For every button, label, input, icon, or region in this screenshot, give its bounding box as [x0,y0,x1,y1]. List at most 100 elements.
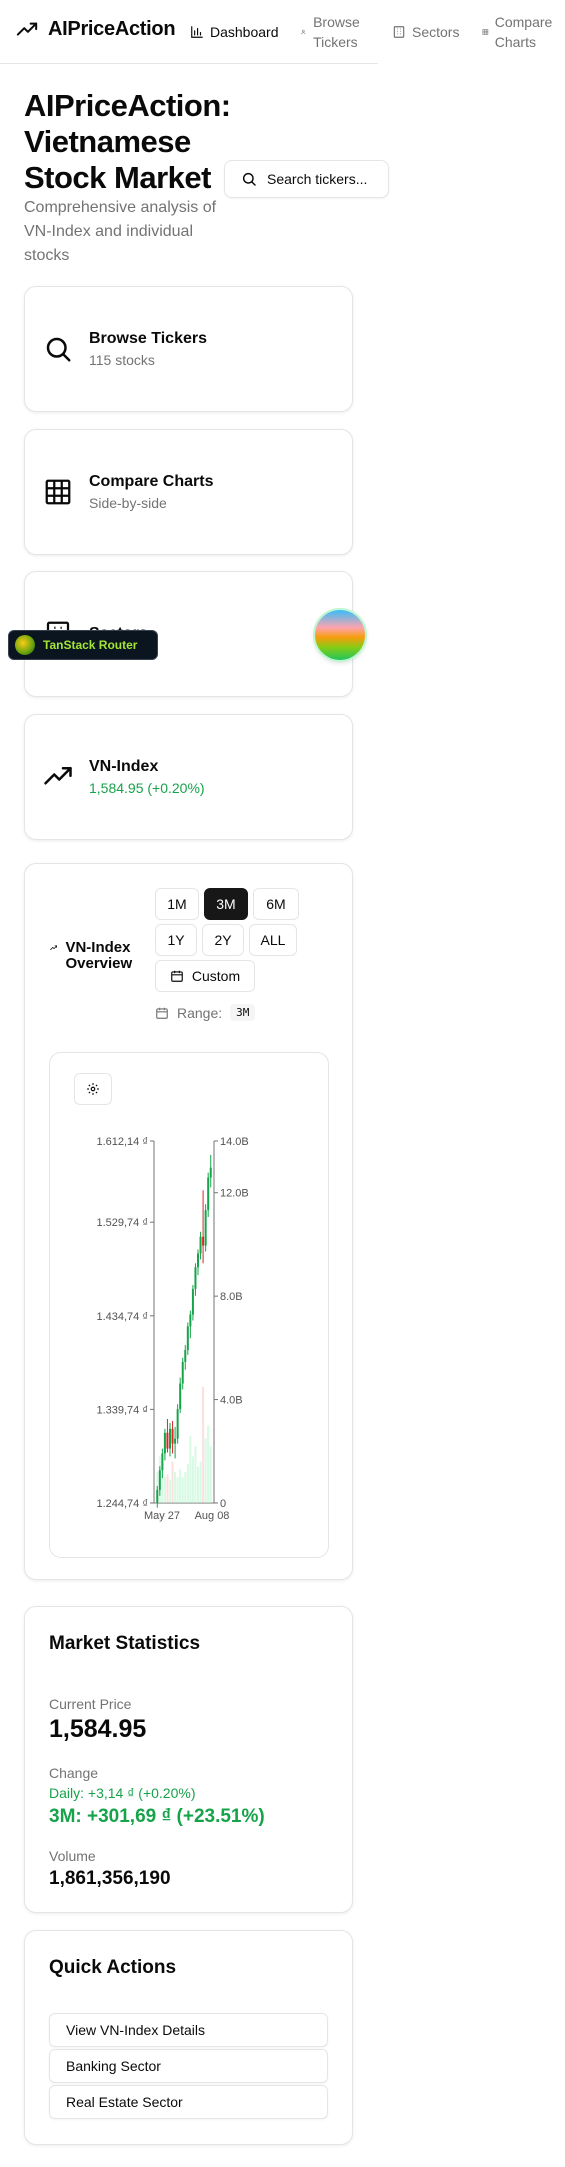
tanstack-devtools-toggle[interactable]: TanStack Router [8,630,158,660]
range-1y-button[interactable]: 1Y [155,924,197,956]
volume-bar [166,1474,169,1503]
price-tick-label: 1.529,74 ₫ [96,1217,148,1229]
volume-tick-label: 12.0B [220,1188,249,1200]
candle-body [184,1350,187,1362]
candle-body [163,1432,166,1454]
volume-bar [171,1461,174,1503]
range-2y-button[interactable]: 2Y [202,924,244,956]
grid-icon [482,29,489,35]
card-title: VN-Index [89,758,159,775]
tanstack-label: TanStack Router [43,638,138,652]
volume-bar [202,1386,205,1503]
candle-body [197,1253,199,1268]
quick-actions-card: Quick Actions View VN-Index Details Bank… [24,1930,353,2145]
grid-icon [45,479,71,505]
volume-tick-label: 4.0B [220,1395,243,1407]
candle-body [161,1453,164,1471]
nav-browse-tickers[interactable]: Browse Tickers [301,12,371,52]
search-icon [242,172,256,186]
volume-label: Volume [49,1848,96,1864]
candle-body [181,1361,184,1384]
vn-index-card[interactable]: VN-Index 1,584.95 (+0.20%) [24,714,353,840]
nav-compare-label: Compare Charts [494,14,553,50]
vn-index-overview-card: VN-Index Overview 1M 3M 6M 1Y 2Y ALL Cus… [24,863,353,1580]
price-tick-label: 1.244,74 ₫ [96,1498,148,1510]
nav-sectors[interactable]: Sectors [392,22,459,42]
nav-dashboard-label: Dashboard [210,24,279,40]
market-statistics-card: Market Statistics Current Price 1,584.95… [24,1606,353,1913]
range-1m-button[interactable]: 1M [155,888,199,920]
current-price-label: Current Price [49,1696,132,1712]
custom-range-button[interactable]: Custom [155,960,255,992]
volume-tick-label: 8.0B [220,1291,243,1303]
search-tickers-button[interactable]: Search tickers... [224,160,389,198]
volume-bar [184,1471,187,1503]
real-estate-sector-button[interactable]: Real Estate Sector [49,2085,328,2119]
action-label: View VN-Index Details [66,2022,206,2038]
candle-body [194,1267,197,1289]
page-subtitle: Comprehensive analysis of VN-Index and i… [24,199,217,264]
nav-sectors-label: Sectors [412,24,460,40]
volume-bar [191,1456,194,1503]
candle-body [174,1438,177,1444]
range-label: ALL [260,932,286,948]
volume-bar [169,1479,171,1503]
overview-title-text: VN-Index Overview [65,939,133,972]
nav-compare-charts[interactable]: Compare Charts [482,12,564,52]
candle-body [156,1489,159,1503]
period-change-value: 3M: +301,69 ₫ (+23.51%) [49,1806,265,1827]
volume-bar [179,1469,182,1503]
range-indicator: Range: 3M [155,1004,256,1021]
range-6m-button[interactable]: 6M [253,888,299,920]
candlestick-chart[interactable]: 1.612,14 ₫ 1.529,74 ₫ 1.434,74 ₫ 1.339,74 ₫… [50,1053,330,1559]
stats-title: Market Statistics [49,1633,201,1654]
banking-sector-button[interactable]: Banking Sector [49,2049,328,2083]
top-header: AIPriceAction Dashboard Browse Tickers S… [0,0,552,64]
trending-up-icon [50,945,58,950]
range-label: Range: [177,1004,223,1021]
calendar-icon [156,1007,168,1019]
tanstack-logo-icon [15,635,35,655]
brand-name: AIPriceAction [48,18,176,40]
custom-label: Custom [191,968,241,984]
brand-link[interactable]: AIPriceAction [16,18,176,41]
search-icon [46,337,71,362]
candle-body [209,1167,212,1178]
card-subtitle: Side-by-side [89,495,167,511]
page-title: AIPriceAction: Vietnamese Stock Market [24,88,231,195]
gear-icon [87,1083,99,1095]
volume-tick-label: 14.0B [220,1136,249,1148]
action-label: Banking Sector [66,2058,161,2074]
range-all-button[interactable]: ALL [249,924,297,956]
trending-up-icon [44,767,72,785]
candle-body [189,1314,192,1327]
volume-bar [161,1464,164,1503]
volume-bar [174,1471,177,1503]
query-devtools-orb-icon[interactable] [315,610,365,660]
search-label: Search tickers... [267,171,368,187]
candle-body [191,1288,194,1315]
users-icon [301,29,306,35]
candle-body [166,1432,169,1449]
nav-dashboard[interactable]: Dashboard [190,22,279,42]
candle-body [179,1383,182,1410]
quick-actions-title: Quick Actions [49,1957,177,1978]
action-label: Real Estate Sector [66,2094,183,2110]
card-title: Compare Charts [89,473,214,490]
bar-chart-icon [191,26,203,38]
compare-charts-card[interactable]: Compare Charts Side-by-side [24,429,353,555]
volume-bar [163,1477,166,1503]
chart-settings-button[interactable] [74,1073,112,1105]
candle-body [171,1428,174,1444]
volume-bar [189,1435,192,1503]
candle-body [207,1177,210,1211]
volume-bar [186,1464,189,1503]
change-label: Change [49,1765,99,1781]
range-3m-button[interactable]: 3M [204,888,248,920]
volume-bar [181,1477,184,1503]
range-label: 1Y [167,932,185,948]
candle-body [186,1326,189,1351]
browse-tickers-card[interactable]: Browse Tickers 115 stocks [24,286,353,412]
volume-bar [176,1477,179,1503]
view-vn-index-details-button[interactable]: View VN-Index Details [49,2013,328,2047]
